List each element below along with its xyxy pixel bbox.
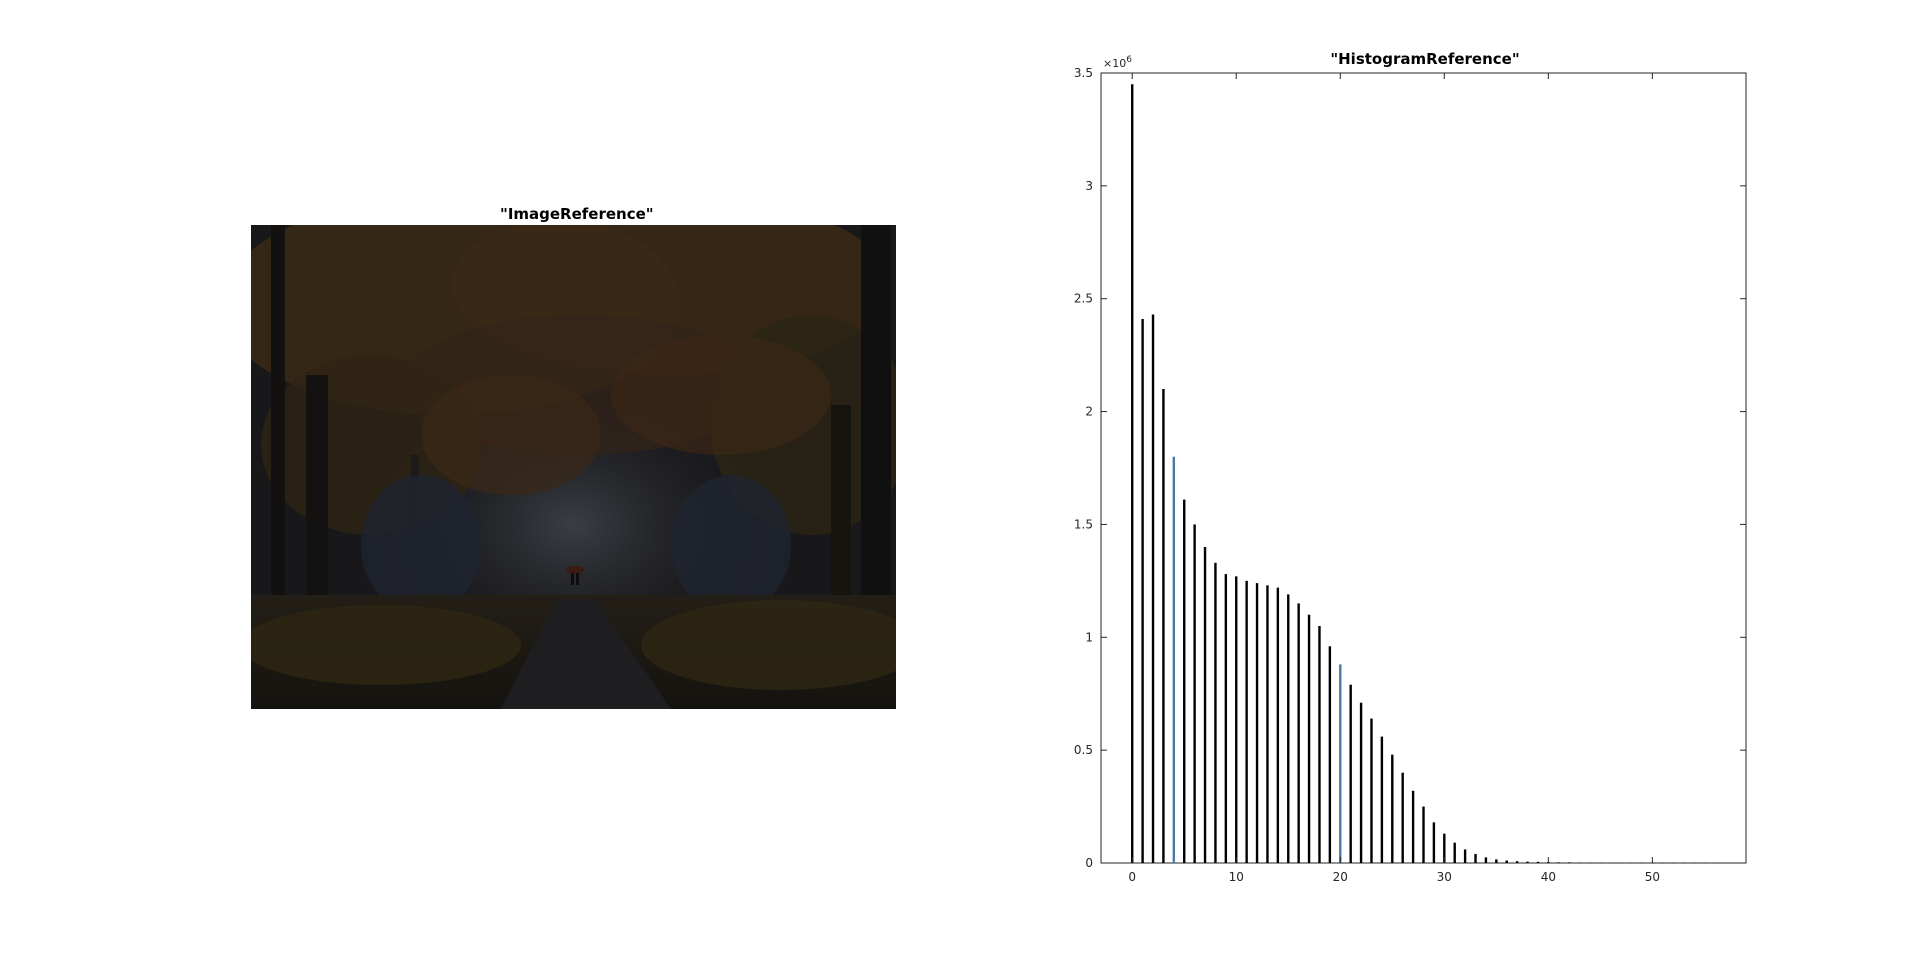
- histogram-bar: [1630, 862, 1633, 864]
- histogram-bar: [1183, 499, 1186, 863]
- histogram-bar: [1557, 862, 1560, 863]
- histogram-bar: [1682, 862, 1685, 864]
- image-title: "ImageReference": [500, 205, 654, 223]
- histogram-bar: [1432, 822, 1436, 863]
- histogram-bar: [1391, 754, 1394, 863]
- histogram-bar: [1609, 862, 1612, 864]
- y-axis-exponent: ×106: [1103, 55, 1132, 70]
- histogram-bar: [1599, 862, 1602, 864]
- y-tick-label: 1.5: [1074, 517, 1093, 531]
- x-tick-label: 10: [1229, 870, 1244, 884]
- histogram-bar: [1172, 456, 1176, 863]
- histogram-bar: [1193, 524, 1196, 863]
- histogram-bar: [1474, 853, 1477, 863]
- histogram-bar: [1401, 772, 1404, 863]
- plot-area: [1100, 72, 1747, 864]
- histogram-bar: [1349, 684, 1352, 863]
- y-tick-label: 0.5: [1074, 743, 1093, 757]
- x-tick-label: 50: [1645, 870, 1660, 884]
- x-tick-label: 0: [1128, 870, 1136, 884]
- histogram-bar: [1588, 862, 1592, 864]
- histogram-bar: [1515, 861, 1519, 863]
- histogram-bar: [1235, 576, 1238, 863]
- histogram-bar: [1245, 580, 1248, 863]
- y-tick-label: 3: [1085, 179, 1093, 193]
- histogram-bar: [1307, 614, 1311, 863]
- painting-image: [251, 225, 896, 709]
- histogram-bar: [1422, 806, 1425, 863]
- x-tick-label: 20: [1333, 870, 1348, 884]
- histogram-bar: [1661, 862, 1664, 864]
- histogram-bar: [1651, 862, 1654, 864]
- histogram-bar: [1266, 585, 1269, 863]
- histogram-bar: [1162, 389, 1165, 863]
- histogram-bar: [1297, 603, 1300, 863]
- histogram-bar: [1567, 862, 1571, 863]
- y-tick-label: 3.5: [1074, 66, 1093, 80]
- histogram-bar: [1339, 664, 1342, 863]
- y-tick-label: 1: [1085, 630, 1093, 644]
- y-tick-label: 0: [1085, 856, 1093, 870]
- histogram-bar: [1526, 861, 1529, 863]
- histogram-bar: [1619, 862, 1623, 864]
- histogram-bar: [1671, 862, 1675, 864]
- histogram-bar: [1287, 594, 1290, 863]
- histogram-bar: [1443, 833, 1446, 863]
- histogram-bar: [1276, 587, 1280, 863]
- chart-title: "HistogramReference": [1330, 50, 1520, 68]
- histogram-bar: [1370, 718, 1373, 863]
- histogram-bar: [1505, 860, 1508, 863]
- histogram-bar: [1359, 702, 1363, 863]
- histogram-bar: [1203, 547, 1207, 863]
- histogram-bar: [1411, 790, 1415, 863]
- histogram-bar: [1214, 562, 1217, 863]
- histogram-bar: [1703, 862, 1706, 864]
- histogram-bar: [1578, 862, 1581, 864]
- histogram-bar: [1713, 862, 1716, 864]
- histogram-bar: [1141, 319, 1144, 863]
- histogram-bar: [1495, 859, 1498, 863]
- histogram-bar: [1484, 857, 1488, 863]
- histogram-bar: [1692, 862, 1696, 864]
- y-tick-label: 2.5: [1074, 292, 1093, 306]
- histogram-bar: [1380, 736, 1384, 863]
- x-tick-label: 40: [1541, 870, 1556, 884]
- reference-image: [251, 225, 896, 709]
- histogram-bar: [1453, 842, 1456, 863]
- x-tick-label: 30: [1437, 870, 1452, 884]
- histogram-bar: [1151, 314, 1155, 863]
- histogram-bar: [1255, 583, 1259, 863]
- y-tick-label: 2: [1085, 405, 1093, 419]
- histogram-bar: [1463, 849, 1467, 863]
- histogram-bar: [1318, 626, 1321, 863]
- histogram-bar: [1224, 574, 1228, 863]
- histogram-bar: [1536, 861, 1540, 863]
- histogram-bar: [1328, 646, 1332, 863]
- histogram-bar: [1640, 862, 1644, 864]
- histogram-bar: [1131, 84, 1134, 864]
